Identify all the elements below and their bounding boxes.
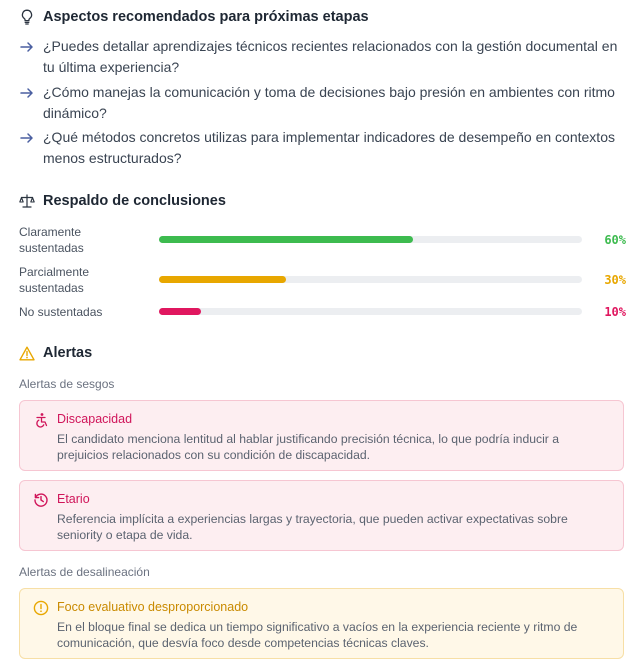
- support-bar-row: No sustentadas 10%: [19, 304, 626, 336]
- history-clock-icon: [34, 493, 48, 507]
- alert-card-focus: Foco evaluativo desproporcionado En el b…: [19, 588, 624, 659]
- recommendation-item: ¿Cómo manejas la comunicación y toma de …: [19, 82, 619, 124]
- recommendation-item: ¿Puedes detallar aprendizajes técnicos r…: [19, 36, 619, 78]
- bias-alerts-subtitle: Alertas de sesgos: [19, 377, 115, 391]
- bar-label: No sustentadas: [19, 305, 103, 319]
- bar-percent: 30%: [604, 273, 626, 287]
- support-title: Respaldo de conclusiones: [43, 193, 226, 209]
- bar-fill: [159, 276, 286, 283]
- alert-title: Etario: [57, 492, 90, 506]
- lightbulb-icon: [19, 9, 35, 25]
- alert-body: Referencia implícita a experiencias larg…: [57, 512, 568, 542]
- accessibility-icon: [36, 413, 48, 428]
- arrow-right-icon: [20, 133, 33, 143]
- misalignment-alerts-subtitle: Alertas de desalineación: [19, 565, 150, 579]
- bar-label: Claramente sustentadas: [19, 225, 84, 255]
- recommendations-title: Aspectos recomendados para próximas etap…: [43, 9, 369, 25]
- alerts-title: Alertas: [43, 345, 93, 361]
- support-bar-row: Claramente sustentadas 60%: [19, 224, 626, 256]
- support-bar-row: Parcialmente sustentadas 30%: [19, 264, 626, 296]
- arrow-right-icon: [20, 42, 33, 52]
- bar-percent: 10%: [604, 305, 626, 319]
- alert-card-age: Etario Referencia implícita a experienci…: [19, 480, 624, 551]
- bar-track: [159, 308, 582, 315]
- alert-card-disability: Discapacidad El candidato menciona lenti…: [19, 400, 624, 471]
- recommendation-text: ¿Cómo manejas la comunicación y toma de …: [43, 84, 615, 121]
- alert-body: El candidato menciona lentitud al hablar…: [57, 432, 560, 462]
- alerts-header: Alertas: [19, 345, 92, 361]
- bar-percent: 60%: [604, 233, 626, 247]
- arrow-right-icon: [20, 88, 33, 98]
- recommendation-item: ¿Qué métodos concretos utilizas para imp…: [19, 127, 619, 169]
- recommendation-text: ¿Qué métodos concretos utilizas para imp…: [43, 129, 615, 166]
- recommendation-text: ¿Puedes detallar aprendizajes técnicos r…: [43, 38, 618, 75]
- recommendations-header: Aspectos recomendados para próximas etap…: [19, 9, 369, 25]
- support-header: Respaldo de conclusiones: [19, 193, 226, 209]
- scale-icon: [19, 193, 35, 209]
- alert-body: En el bloque final se dedica un tiempo s…: [57, 620, 578, 650]
- alert-title: Foco evaluativo desproporcionado: [57, 600, 249, 614]
- bar-track: [159, 276, 582, 283]
- bar-fill: [159, 236, 413, 243]
- alert-title: Discapacidad: [57, 412, 133, 426]
- warning-triangle-icon: [19, 345, 35, 361]
- bar-fill: [159, 308, 202, 315]
- alert-circle-icon: [33, 600, 49, 616]
- bar-track: [159, 236, 582, 243]
- bar-label: Parcialmente sustentadas: [19, 265, 90, 295]
